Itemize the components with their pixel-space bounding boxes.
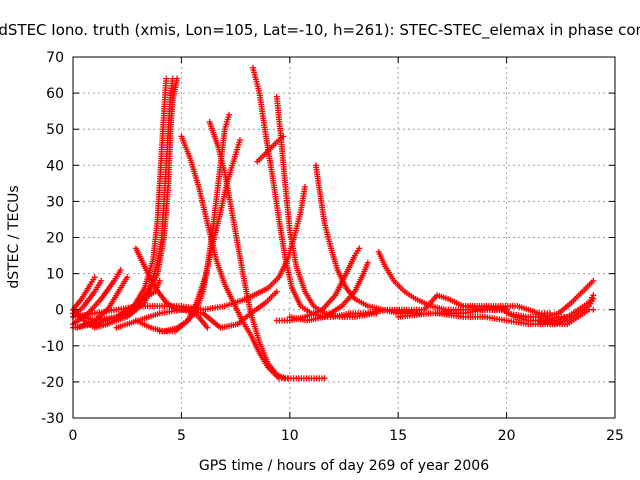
- data-point: [117, 266, 124, 273]
- data-series: [546, 306, 597, 328]
- data-series: [286, 259, 371, 324]
- x-tick-label: 20: [498, 428, 516, 444]
- data-point: [356, 245, 363, 252]
- y-tick-label: 40: [46, 158, 64, 174]
- chart-title: dSTEC Iono. truth (xmis, Lon=105, Lat=-1…: [0, 21, 640, 40]
- data-series: [254, 133, 287, 165]
- data-point: [226, 111, 233, 118]
- data-series: [249, 64, 369, 320]
- data-point: [321, 375, 328, 382]
- data-point: [163, 75, 170, 82]
- data-series: [70, 183, 308, 320]
- y-tick-label: 10: [46, 267, 64, 283]
- data-series: [70, 266, 124, 328]
- x-tick-label: 15: [389, 428, 407, 444]
- data-series: [206, 118, 328, 382]
- y-tick-label: 70: [46, 50, 64, 66]
- data-series: [536, 292, 597, 324]
- x-tick-label: 0: [69, 428, 78, 444]
- data-point: [236, 137, 243, 144]
- y-tick-label: -10: [41, 339, 64, 355]
- data-series: [132, 245, 211, 331]
- chart-series: [70, 64, 597, 382]
- x-axis-ticks: 0 5 10 15 20 25: [69, 57, 624, 444]
- data-point: [590, 292, 597, 299]
- y-axis-label: dSTEC / TECUs: [6, 185, 22, 288]
- y-axis-ticks: -30 -20 -10 0 10 20 30 40 50 60 70: [41, 50, 615, 427]
- data-point: [301, 183, 308, 190]
- data-point: [124, 274, 131, 281]
- x-tick-label: 25: [606, 428, 624, 444]
- data-point: [364, 259, 371, 266]
- x-tick-label: 10: [281, 428, 299, 444]
- y-tick-label: 0: [55, 303, 64, 319]
- data-series: [156, 137, 243, 335]
- x-tick-label: 5: [177, 428, 186, 444]
- data-point: [174, 75, 181, 82]
- data-point: [156, 277, 163, 284]
- y-tick-label: 30: [46, 194, 64, 210]
- y-tick-label: -20: [41, 375, 64, 391]
- data-series: [70, 75, 170, 324]
- data-series: [113, 288, 280, 331]
- data-point: [590, 277, 597, 284]
- y-tick-label: 60: [46, 86, 64, 102]
- data-point: [546, 310, 553, 317]
- data-series: [460, 303, 553, 317]
- data-point: [590, 306, 597, 313]
- data-point: [204, 324, 211, 331]
- y-tick-label: -30: [41, 411, 64, 427]
- data-series: [80, 75, 181, 328]
- data-series: [273, 93, 380, 320]
- y-tick-label: 20: [46, 231, 64, 247]
- data-point: [91, 274, 98, 281]
- data-point: [98, 277, 105, 284]
- data-point: [280, 133, 287, 140]
- data-series: [70, 277, 163, 331]
- x-axis-label: GPS time / hours of day 269 of year 2006: [199, 458, 489, 474]
- data-point: [273, 288, 280, 295]
- y-tick-label: 50: [46, 122, 64, 138]
